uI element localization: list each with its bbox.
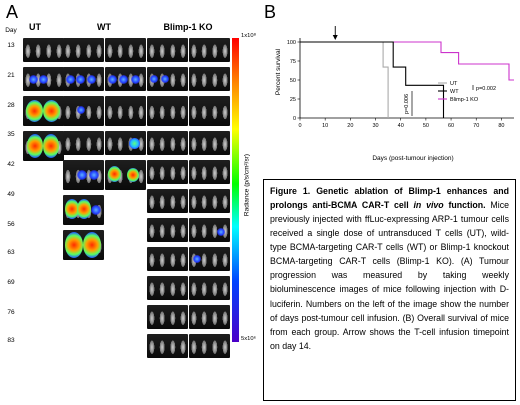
ko-image-column — [147, 38, 230, 358]
caption-body: Mice previously injected with ffLuc-expr… — [270, 200, 509, 351]
bli-image-ko-day28-a — [147, 96, 188, 126]
x-tick-label: 10 — [322, 123, 328, 129]
bli-image-ko-day56-b — [189, 218, 230, 242]
bli-image-ko-day42-a — [147, 160, 188, 184]
series-line-blimp-1-ko — [300, 41, 514, 81]
day-header-label: Day — [5, 27, 17, 34]
colorbar-min-label: 5x10⁶ — [241, 336, 256, 342]
infusion-arrow-head — [332, 35, 338, 40]
bli-image-ut-day21 — [23, 67, 64, 91]
day-label-56: 56 — [7, 221, 15, 228]
figure-caption: Figure 1. Genetic ablation of Blimp-1 en… — [263, 179, 516, 401]
day-label-21: 21 — [7, 72, 15, 79]
bli-image-wt-day35-b — [105, 131, 146, 155]
series-line-ut — [300, 41, 389, 118]
bli-image-ko-day35-b — [189, 131, 230, 155]
panel-a-letter: A — [6, 2, 19, 22]
bli-image-ko-day49-a — [147, 189, 188, 213]
legend-label: WT — [450, 89, 459, 95]
bli-image-ko-day35-a — [147, 131, 188, 155]
y-tick-label: 25 — [290, 97, 296, 103]
p-value-wt-vs-ut: p=0.006 — [404, 94, 410, 114]
y-tick-label: 100 — [287, 40, 296, 46]
bli-image-wt-day13-a — [63, 38, 104, 62]
bli-image-ko-day56-a — [147, 218, 188, 242]
bli-image-wt-day13-b — [105, 38, 146, 62]
caption-title: Figure 1. Genetic ablation of Blimp-1 en… — [270, 186, 509, 211]
bli-image-ko-day63-b — [189, 247, 230, 271]
bli-image-ko-day69-a — [147, 276, 188, 300]
bli-image-ut-day13 — [23, 38, 64, 62]
x-tick-label: 30 — [372, 123, 378, 129]
bli-image-ko-day76-a — [147, 305, 188, 329]
column-header-wt: WT — [97, 22, 111, 32]
day-label-28: 28 — [7, 102, 15, 109]
bli-image-wt-day28-a — [63, 96, 104, 126]
day-label-13: 13 — [7, 42, 15, 49]
x-tick-label: 20 — [347, 123, 353, 129]
bli-image-wt-day49-a — [63, 195, 104, 225]
bli-image-ko-day42-b — [189, 160, 230, 184]
bli-image-ko-day13-b — [189, 38, 230, 62]
bli-image-ko-day21-b — [189, 67, 230, 91]
panel-b-letter: B — [264, 2, 277, 22]
day-label-76: 76 — [7, 309, 15, 316]
ut-image-column — [23, 38, 64, 161]
bli-image-ko-day83-b — [189, 334, 230, 358]
y-tick-label: 50 — [290, 78, 296, 84]
x-tick-label: 40 — [398, 123, 404, 129]
column-header-ut: UT — [29, 22, 41, 32]
x-axis-title: Days (post-tumour injection) — [372, 155, 453, 162]
chart-series — [300, 41, 514, 118]
bli-image-ut-day28 — [23, 96, 64, 126]
day-label-69: 69 — [7, 279, 15, 286]
bli-image-wt-day42-b — [105, 160, 146, 190]
bli-image-ko-day69-b — [189, 276, 230, 300]
x-tick-label: 60 — [448, 123, 454, 129]
x-tick-label: 50 — [423, 123, 429, 129]
x-tick-label: 0 — [298, 123, 301, 129]
day-label-42: 42 — [7, 161, 15, 168]
y-tick-label: 0 — [293, 116, 296, 122]
bli-image-wt-day28-b — [105, 96, 146, 126]
bli-image-ko-day63-a — [147, 247, 188, 271]
bli-image-wt-day21-a — [63, 67, 104, 91]
legend-label: UT — [450, 81, 458, 87]
series-line-wt — [300, 41, 445, 118]
colorbar-max-label: 1x10⁸ — [241, 33, 257, 39]
bli-image-ko-day13-a — [147, 38, 188, 62]
column-header-blimp1-ko: Blimp-1 KO — [163, 22, 213, 32]
bli-image-wt-day42-a — [63, 160, 104, 190]
wt-image-column — [63, 38, 146, 260]
bli-image-ko-day76-b — [189, 305, 230, 329]
day-label-49: 49 — [7, 191, 15, 198]
bli-image-wt-day21-b — [105, 67, 146, 91]
day-label-35: 35 — [7, 131, 15, 138]
chart-axes: 0 25 50 75 100 0 10 20 30 40 50 60 70 80 — [287, 26, 514, 129]
legend-label: Blimp-1 KO — [450, 97, 479, 103]
bli-image-ko-day83-a — [147, 334, 188, 358]
chart-legend: UT WT Blimp-1 KO p=0.002 p=0.006 — [404, 81, 496, 116]
bli-image-ko-day49-b — [189, 189, 230, 213]
y-tick-label: 75 — [290, 59, 296, 65]
colorbar-title: Radiance (p/s/cm²/sr) — [243, 153, 251, 217]
p-value-ko-vs-wt: p=0.002 — [476, 86, 496, 92]
day-label-63: 63 — [7, 249, 15, 256]
bli-image-ut-day35 — [23, 131, 64, 161]
survival-chart: 0 25 50 75 100 0 10 20 30 40 50 60 70 80 UT WT Blimp-1 … — [275, 26, 514, 162]
x-tick-label: 80 — [498, 123, 504, 129]
y-axis-title: Percent survival — [275, 48, 282, 95]
bli-image-ko-day21-a — [147, 67, 188, 91]
radiance-colorbar — [232, 38, 239, 342]
x-tick-label: 70 — [473, 123, 479, 129]
bli-image-ko-day28-b — [189, 96, 230, 126]
day-label-83: 83 — [7, 337, 15, 344]
bli-image-wt-day56 — [63, 230, 104, 260]
bli-image-wt-day35-a — [63, 131, 104, 155]
